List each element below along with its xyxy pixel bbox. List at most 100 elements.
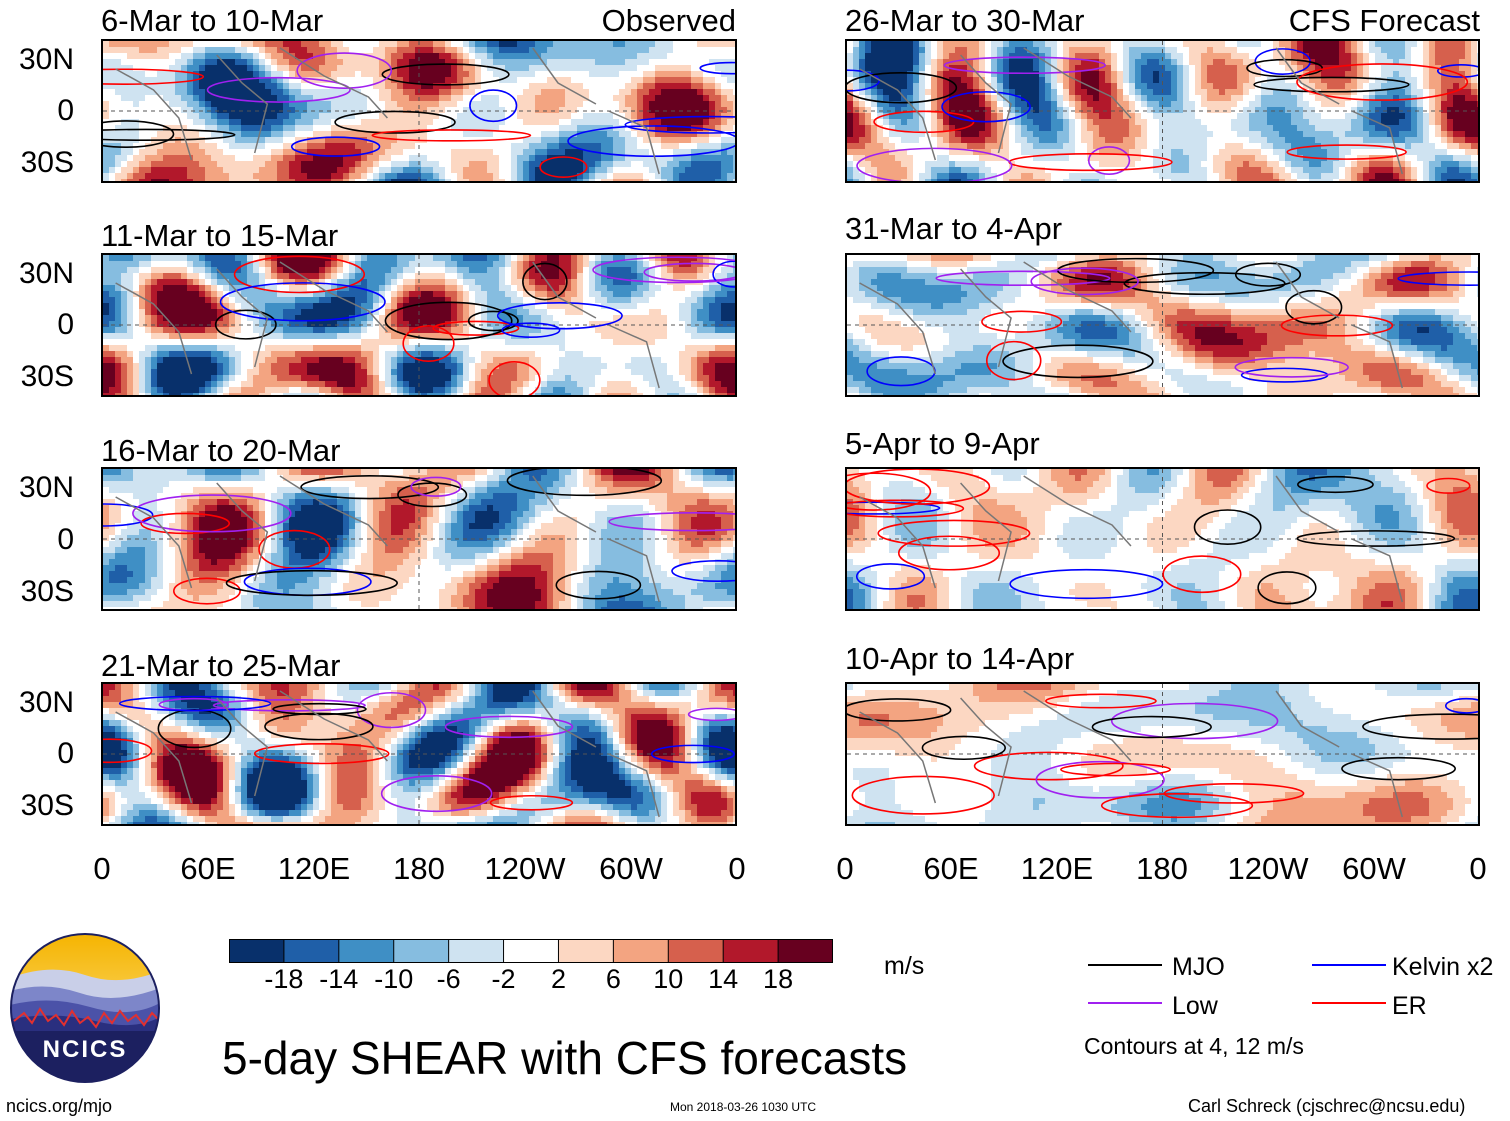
field-cell	[145, 375, 151, 381]
field-cell	[481, 363, 487, 369]
field-cell	[217, 167, 223, 173]
field-cell	[133, 155, 139, 161]
field-cell	[133, 173, 139, 179]
field-cell	[457, 357, 463, 363]
field-cell	[109, 357, 115, 363]
field-cell	[397, 493, 403, 499]
field-cell	[439, 499, 445, 505]
field-cell	[613, 149, 619, 155]
field-cell	[631, 89, 637, 95]
field-cell	[625, 321, 631, 327]
field-cell	[373, 267, 379, 273]
field-cell	[325, 499, 331, 505]
field-cell	[529, 475, 535, 481]
field-cell	[499, 261, 505, 267]
field-cell	[427, 511, 433, 517]
field-cell	[469, 261, 475, 267]
field-cell	[265, 387, 271, 393]
field-cell	[169, 363, 175, 369]
field-cell	[631, 47, 637, 53]
field-cell	[331, 155, 337, 161]
field-cell	[727, 137, 733, 143]
field-cell	[325, 357, 331, 363]
field-cell	[625, 475, 631, 481]
field-cell	[499, 65, 505, 71]
field-cell	[229, 357, 235, 363]
field-cell	[409, 363, 415, 369]
field-cell	[721, 125, 727, 131]
field-cell	[355, 173, 361, 179]
field-cell	[481, 481, 487, 487]
field-cell	[613, 137, 619, 143]
field-cell	[319, 47, 325, 53]
field-cell	[139, 83, 145, 89]
field-cell	[679, 393, 685, 395]
field-cell	[163, 303, 169, 309]
field-cell	[457, 95, 463, 101]
field-cell	[661, 315, 667, 321]
field-cell	[259, 381, 265, 387]
field-cell	[199, 321, 205, 327]
field-cell	[475, 83, 481, 89]
field-cell	[445, 375, 451, 381]
field-cell	[697, 351, 703, 357]
field-cell	[601, 511, 607, 517]
field-cell	[661, 481, 667, 487]
field-cell	[379, 505, 385, 511]
field-cell	[367, 493, 373, 499]
field-cell	[271, 363, 277, 369]
field-cell	[253, 475, 259, 481]
field-cell	[715, 285, 721, 291]
field-cell	[673, 167, 679, 173]
field-cell	[589, 143, 595, 149]
field-cell	[181, 167, 187, 173]
field-cell	[121, 41, 127, 47]
field-cell	[685, 345, 691, 351]
field-cell	[577, 101, 583, 107]
field-cell	[379, 475, 385, 481]
field-cell	[157, 255, 163, 261]
field-cell	[589, 155, 595, 161]
field-cell	[337, 493, 343, 499]
field-cell	[559, 47, 565, 53]
field-cell	[379, 77, 385, 83]
field-cell	[649, 101, 655, 107]
field-cell	[121, 327, 127, 333]
field-cell	[697, 375, 703, 381]
field-cell	[403, 161, 409, 167]
field-cell	[661, 131, 667, 137]
map-panel	[101, 253, 737, 397]
field-cell	[487, 119, 493, 125]
field-cell	[667, 499, 673, 505]
field-cell	[643, 53, 649, 59]
field-cell	[601, 119, 607, 125]
field-cell	[307, 113, 313, 119]
field-cell	[103, 309, 109, 315]
field-cell	[229, 375, 235, 381]
field-cell	[385, 173, 391, 179]
field-cell	[517, 499, 523, 505]
field-cell	[565, 143, 571, 149]
field-cell	[271, 309, 277, 315]
field-cell	[367, 267, 373, 273]
field-cell	[283, 345, 289, 351]
field-cell	[553, 161, 559, 167]
field-cell	[367, 71, 373, 77]
field-cell	[637, 173, 643, 179]
field-cell	[145, 523, 151, 529]
field-cell	[301, 291, 307, 297]
field-cell	[529, 155, 535, 161]
field-cell	[127, 297, 133, 303]
field-cell	[241, 261, 247, 267]
field-cell	[595, 363, 601, 369]
field-cell	[589, 137, 595, 143]
field-cell	[247, 167, 253, 173]
field-cell	[385, 95, 391, 101]
field-cell	[289, 167, 295, 173]
field-cell	[373, 279, 379, 285]
field-cell	[571, 475, 577, 481]
field-cell	[613, 261, 619, 267]
field-cell	[151, 357, 157, 363]
field-cell	[595, 321, 601, 327]
field-cell	[619, 155, 625, 161]
